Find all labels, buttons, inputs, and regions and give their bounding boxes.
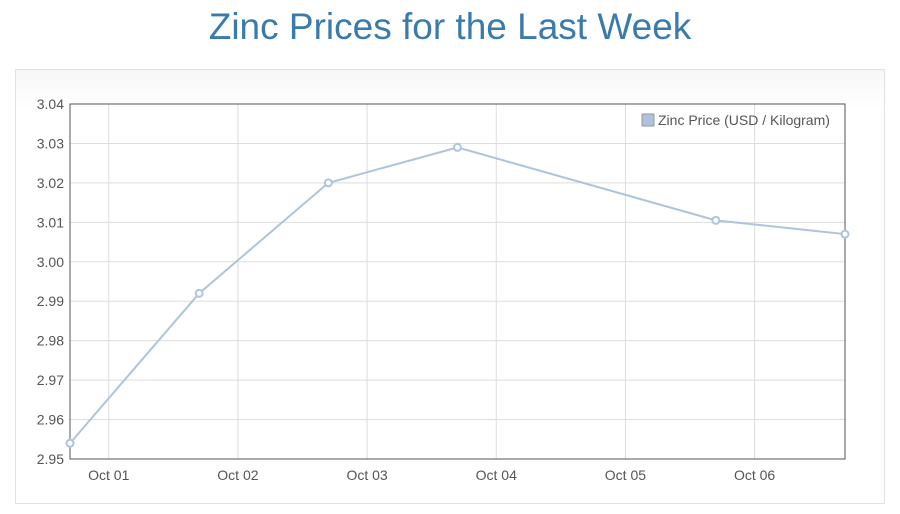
y-tick-label: 3.04 [37,96,64,112]
x-tick-label: Oct 03 [346,467,387,483]
plot-frame [69,103,846,460]
x-tick-label: Oct 01 [88,467,129,483]
legend-swatch [641,113,655,127]
page-title: Zinc Prices for the Last Week [208,6,692,47]
y-tick-label: 3.02 [37,175,64,191]
y-tick-label: 2.95 [37,451,64,467]
y-tick-label: 2.96 [37,412,64,428]
x-tick-label: Oct 02 [217,467,258,483]
data-point[interactable] [453,142,462,152]
data-point[interactable] [194,288,204,298]
x-tick-label: Oct 05 [605,467,646,483]
data-point[interactable] [65,438,75,448]
y-tick-label: 2.98 [37,333,64,349]
y-tick-label: 3.00 [37,254,64,270]
x-tick-label: Oct 04 [476,467,517,483]
y-tick-label: 3.01 [37,214,64,230]
y-tick-label: 3.03 [37,135,64,151]
data-point[interactable] [840,229,850,239]
chart-panel [15,69,885,504]
y-tick-label: 2.99 [37,293,64,309]
data-point[interactable] [711,215,721,225]
legend-label: Zinc Price (USD / Kilogram) [658,112,830,128]
y-tick-label: 2.97 [37,372,64,388]
series-line [69,146,846,444]
data-point[interactable] [323,178,333,188]
x-tick-label: Oct 06 [734,467,775,483]
